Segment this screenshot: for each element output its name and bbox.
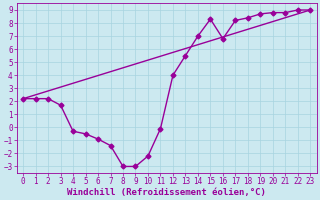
X-axis label: Windchill (Refroidissement éolien,°C): Windchill (Refroidissement éolien,°C) bbox=[67, 188, 266, 197]
